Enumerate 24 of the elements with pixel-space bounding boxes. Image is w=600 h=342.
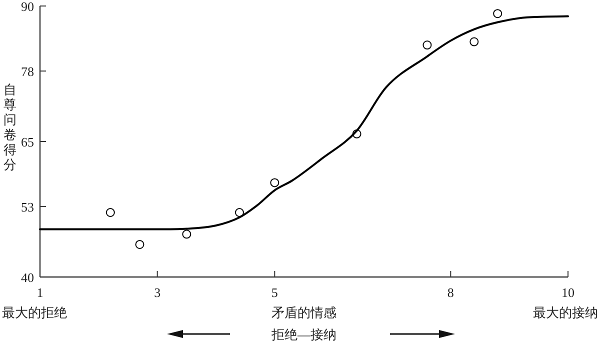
text: 最大的接纳	[533, 305, 598, 320]
text: 矛盾的情感	[272, 305, 336, 320]
x-tick-label: 5	[271, 285, 278, 300]
x-tick-label: 1	[36, 285, 44, 300]
y-tick-label: 53	[21, 200, 34, 215]
point	[422, 40, 432, 50]
text: 拒绝—接纳	[270, 327, 336, 342]
text: 最大的拒绝	[2, 305, 67, 320]
point	[352, 129, 362, 138]
point	[135, 240, 144, 249]
x-tick-label: 10	[562, 285, 574, 300]
point	[106, 208, 115, 217]
y-axis-title: 自尊问卷得分	[4, 82, 16, 172]
y-tick-label: 90	[21, 0, 34, 14]
y-tick-label: 40	[21, 270, 34, 285]
point	[234, 208, 244, 217]
x-tick-label: 3	[154, 285, 161, 300]
point	[493, 9, 502, 18]
y-tick-label: 78	[21, 64, 34, 80]
point	[270, 178, 280, 188]
y-tick-label: 65	[21, 134, 34, 150]
x-tick-label: 8	[447, 285, 454, 300]
point	[182, 230, 192, 239]
point	[470, 37, 479, 46]
